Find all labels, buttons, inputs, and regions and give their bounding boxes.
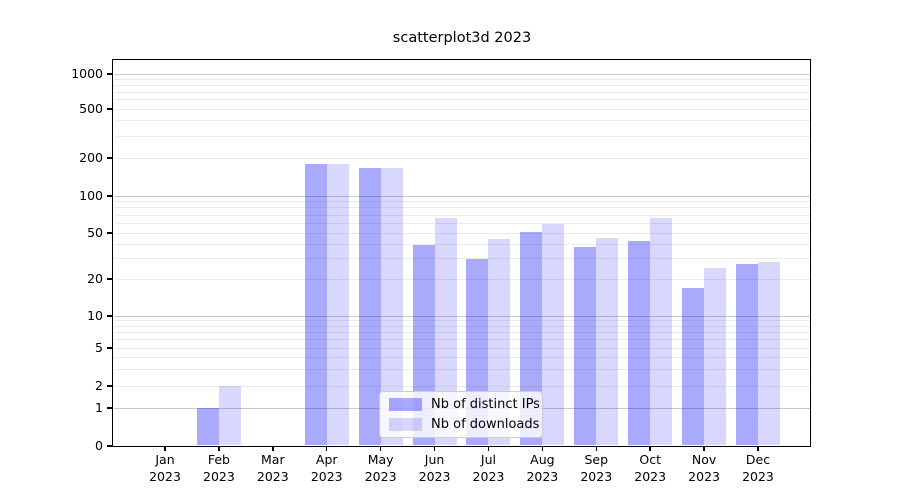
gridline-minor bbox=[114, 325, 810, 327]
gridline-minor bbox=[114, 258, 810, 260]
y-tick-label: 500 bbox=[79, 101, 103, 116]
gridline-minor bbox=[114, 207, 810, 209]
x-tick-label-nov: Nov 2023 bbox=[688, 452, 720, 484]
x-tick-mark bbox=[379, 446, 382, 451]
chart-title: scatterplot3d 2023 bbox=[392, 30, 532, 46]
x-tick-mark bbox=[595, 446, 598, 451]
bar-distinct-ips-dec bbox=[735, 263, 758, 445]
x-tick-label-dec: Dec 2023 bbox=[742, 452, 774, 484]
gridline-minor bbox=[114, 347, 810, 349]
gridline-minor bbox=[114, 120, 810, 122]
gridline-major bbox=[114, 315, 810, 317]
gridline-minor bbox=[114, 320, 810, 322]
x-tick-mark bbox=[272, 446, 274, 451]
gridline-minor bbox=[114, 91, 810, 93]
x-tick-label-jul: Jul 2023 bbox=[472, 452, 505, 484]
legend-row-distinct-ips: Nb of distinct IPs bbox=[389, 397, 542, 412]
x-tick-mark bbox=[218, 446, 220, 451]
gridline-minor bbox=[114, 232, 810, 234]
gridline-major bbox=[114, 73, 810, 75]
y-tick-mark bbox=[107, 315, 112, 317]
gridline-minor bbox=[114, 78, 810, 80]
y-tick-mark bbox=[107, 108, 112, 110]
x-tick-mark bbox=[703, 446, 705, 451]
y-tick-label: 0 bbox=[95, 438, 103, 453]
bar-distinct-ips-feb bbox=[196, 408, 219, 445]
bar-downloads-nov bbox=[704, 267, 727, 445]
y-tick-label: 200 bbox=[79, 150, 103, 165]
legend-swatch-downloads bbox=[389, 418, 422, 431]
x-tick-mark bbox=[164, 446, 166, 451]
bar-distinct-ips-may bbox=[358, 167, 381, 445]
bar-downloads-may bbox=[380, 167, 403, 445]
bar-downloads-feb bbox=[218, 386, 241, 445]
bar-distinct-ips-apr bbox=[304, 163, 327, 445]
gridline-minor bbox=[114, 356, 810, 358]
y-tick-label: 20 bbox=[87, 271, 103, 286]
x-tick-mark bbox=[487, 446, 490, 451]
x-tick-label-feb: Feb 2023 bbox=[203, 452, 235, 484]
x-tick-label-oct: Oct 2023 bbox=[634, 452, 667, 484]
y-tick-mark bbox=[107, 195, 112, 197]
legend-label-downloads: Nb of downloads bbox=[431, 417, 540, 432]
gridline-major bbox=[114, 195, 810, 197]
x-tick-label-sep: Sep 2023 bbox=[580, 452, 613, 484]
y-tick-mark bbox=[107, 347, 112, 349]
y-tick-mark bbox=[107, 278, 112, 280]
x-tick-label-apr: Apr 2023 bbox=[310, 452, 343, 484]
legend: Nb of distinct IPs Nb of downloads bbox=[379, 391, 543, 438]
gridline-minor bbox=[114, 84, 810, 86]
y-tick-mark bbox=[107, 445, 112, 447]
x-tick-mark bbox=[649, 446, 651, 451]
bar-downloads-jun bbox=[434, 218, 457, 445]
y-tick-label: 2 bbox=[95, 378, 103, 393]
y-tick-label: 10 bbox=[87, 308, 103, 323]
gridline-minor bbox=[114, 339, 810, 341]
x-tick-label-jun: Jun 2023 bbox=[418, 452, 451, 484]
y-tick-mark bbox=[107, 385, 112, 387]
gridline-minor bbox=[114, 135, 810, 137]
bar-downloads-apr bbox=[326, 163, 349, 445]
gridline-minor bbox=[114, 368, 810, 370]
gridline-minor bbox=[114, 99, 810, 101]
bar-downloads-aug bbox=[542, 224, 565, 445]
gridline-minor bbox=[114, 157, 810, 159]
gridline-minor bbox=[114, 201, 810, 203]
x-tick-mark bbox=[541, 446, 544, 451]
y-tick-mark bbox=[107, 232, 112, 234]
legend-label-distinct-ips: Nb of distinct IPs bbox=[431, 397, 540, 412]
y-tick-label: 50 bbox=[87, 225, 103, 240]
legend-row-downloads: Nb of downloads bbox=[389, 417, 542, 432]
x-tick-label-may: May 2023 bbox=[364, 452, 397, 484]
bar-distinct-ips-sep bbox=[574, 246, 597, 445]
legend-swatch-distinct-ips bbox=[389, 398, 422, 411]
gridline-minor bbox=[114, 385, 810, 387]
bar-downloads-sep bbox=[596, 238, 619, 445]
x-tick-label-jan: Jan 2023 bbox=[149, 452, 181, 484]
x-tick-mark bbox=[325, 446, 328, 451]
x-tick-mark bbox=[757, 446, 759, 451]
x-tick-mark bbox=[433, 446, 436, 451]
bar-distinct-ips-nov bbox=[682, 287, 705, 445]
x-tick-label-mar: Mar 2023 bbox=[256, 452, 289, 484]
gridline-minor bbox=[114, 278, 810, 280]
y-tick-label: 1000 bbox=[71, 66, 103, 81]
bar-downloads-dec bbox=[757, 262, 780, 445]
gridline-minor bbox=[114, 214, 810, 216]
y-tick-mark bbox=[107, 157, 112, 159]
y-tick-label: 5 bbox=[95, 340, 103, 355]
gridline-minor bbox=[114, 243, 810, 245]
gridline-minor bbox=[114, 331, 810, 333]
x-tick-label-aug: Aug 2023 bbox=[526, 452, 559, 484]
y-tick-label: 100 bbox=[79, 188, 103, 203]
gridline-minor bbox=[114, 222, 810, 224]
gridline-minor bbox=[114, 108, 810, 110]
y-tick-mark bbox=[107, 73, 112, 75]
bar-downloads-oct bbox=[650, 218, 673, 445]
y-tick-mark bbox=[107, 407, 112, 409]
y-tick-label: 1 bbox=[95, 400, 103, 415]
bar-distinct-ips-oct bbox=[628, 240, 651, 445]
